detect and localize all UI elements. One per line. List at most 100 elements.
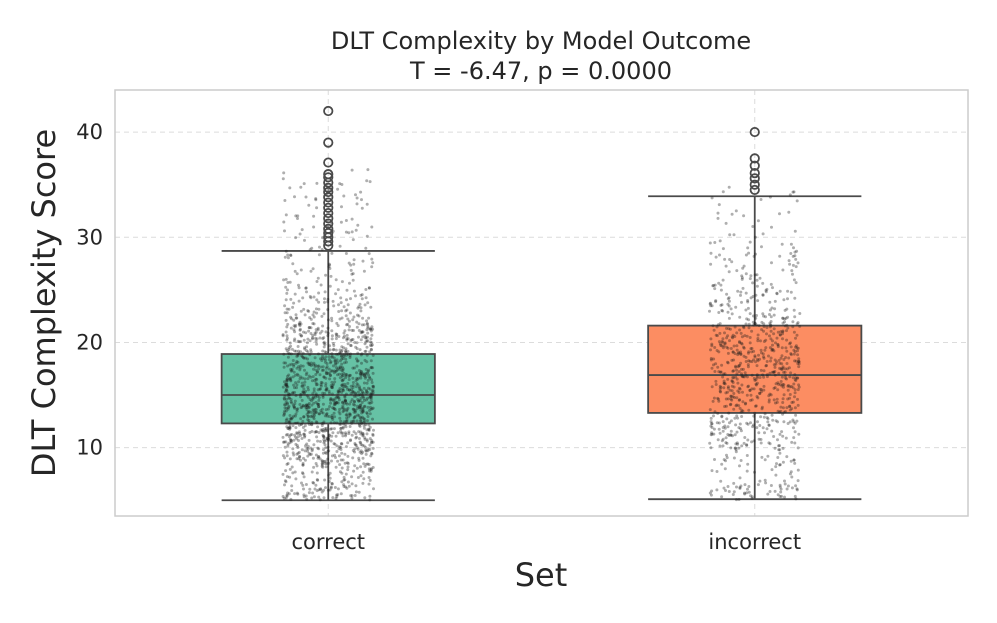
jitter-point (752, 314, 755, 318)
jitter-point (332, 371, 336, 375)
jitter-point (716, 323, 720, 327)
jitter-point (748, 359, 752, 363)
jitter-point (735, 331, 739, 335)
jitter-point (307, 419, 311, 422)
jitter-point (743, 371, 747, 375)
jitter-point (324, 465, 328, 469)
jitter-point (340, 354, 344, 358)
jitter-point (332, 421, 336, 425)
jitter-point (371, 353, 375, 357)
jitter-point (359, 465, 363, 469)
jitter-point (359, 306, 363, 310)
jitter-point (315, 421, 319, 425)
jitter-point (295, 383, 299, 387)
jitter-point (781, 434, 785, 438)
jitter-point (780, 368, 784, 371)
jitter-point (784, 356, 788, 359)
jitter-point (735, 396, 739, 400)
jitter-point (320, 407, 324, 411)
jitter-point (371, 406, 375, 410)
jitter-point (748, 240, 752, 244)
jitter-point (285, 382, 289, 386)
jitter-point (790, 440, 794, 444)
jitter-point (293, 195, 296, 199)
jitter-point (364, 336, 368, 340)
jitter-point (781, 401, 785, 404)
jitter-point (353, 341, 357, 344)
jitter-point (315, 378, 319, 381)
jitter-point (779, 356, 783, 360)
jitter-point (296, 339, 300, 343)
jitter-point (368, 350, 372, 354)
jitter-point (359, 369, 363, 373)
jitter-point (324, 459, 327, 463)
jitter-point (294, 214, 298, 218)
jitter-point (740, 276, 744, 280)
jitter-point (755, 273, 759, 277)
jitter-point (293, 421, 297, 425)
jitter-point (335, 395, 338, 399)
jitter-point (758, 424, 762, 427)
jitter-point (330, 482, 334, 486)
jitter-point (317, 396, 321, 400)
jitter-point (740, 277, 744, 281)
jitter-point (318, 498, 322, 502)
jitter-point (331, 348, 335, 352)
jitter-point (770, 348, 774, 352)
jitter-point (290, 489, 294, 492)
jitter-point (284, 318, 288, 322)
jitter-point (746, 300, 750, 304)
jitter-point (797, 383, 801, 387)
jitter-point (768, 300, 772, 304)
jitter-point (787, 210, 791, 214)
jitter-point (314, 410, 318, 414)
jitter-point (362, 323, 366, 327)
jitter-point (789, 470, 793, 474)
jitter-point (300, 228, 304, 232)
jitter-point (327, 358, 331, 362)
jitter-point (359, 403, 363, 407)
jitter-point (776, 345, 780, 349)
jitter-point (758, 376, 762, 379)
jitter-point (314, 339, 318, 343)
jitter-point (308, 295, 312, 298)
jitter-point (296, 492, 300, 496)
jitter-point (321, 459, 324, 463)
jitter-point (772, 435, 776, 438)
jitter-point (779, 490, 783, 494)
jitter-point (710, 344, 714, 348)
jitter-point (746, 438, 750, 442)
jitter-point (305, 341, 309, 345)
jitter-point (343, 407, 347, 411)
jitter-point (337, 335, 341, 338)
jitter-point (781, 412, 785, 416)
jitter-point (339, 419, 343, 423)
jitter-point (305, 446, 309, 450)
jitter-point (361, 456, 365, 460)
jitter-point (289, 433, 292, 437)
jitter-point (361, 410, 365, 414)
jitter-point (290, 401, 294, 405)
jitter-point (723, 372, 727, 376)
jitter-point (329, 421, 333, 425)
jitter-point (726, 386, 730, 390)
jitter-point (737, 370, 741, 374)
jitter-point (326, 331, 330, 335)
jitter-point (717, 311, 721, 314)
jitter-point (307, 451, 311, 455)
jitter-point (770, 261, 773, 265)
jitter-point (319, 380, 323, 384)
jitter-point (768, 325, 772, 329)
jitter-point (322, 312, 326, 316)
jitter-point (360, 361, 363, 365)
jitter-point (357, 305, 361, 309)
jitter-point (292, 414, 296, 418)
jitter-point (361, 391, 365, 395)
jitter-point (323, 350, 327, 354)
jitter-point (365, 319, 369, 323)
jitter-point (355, 407, 359, 411)
jitter-point (318, 440, 322, 443)
jitter-point (747, 384, 750, 388)
jitter-point (313, 430, 317, 434)
jitter-point (313, 379, 317, 382)
